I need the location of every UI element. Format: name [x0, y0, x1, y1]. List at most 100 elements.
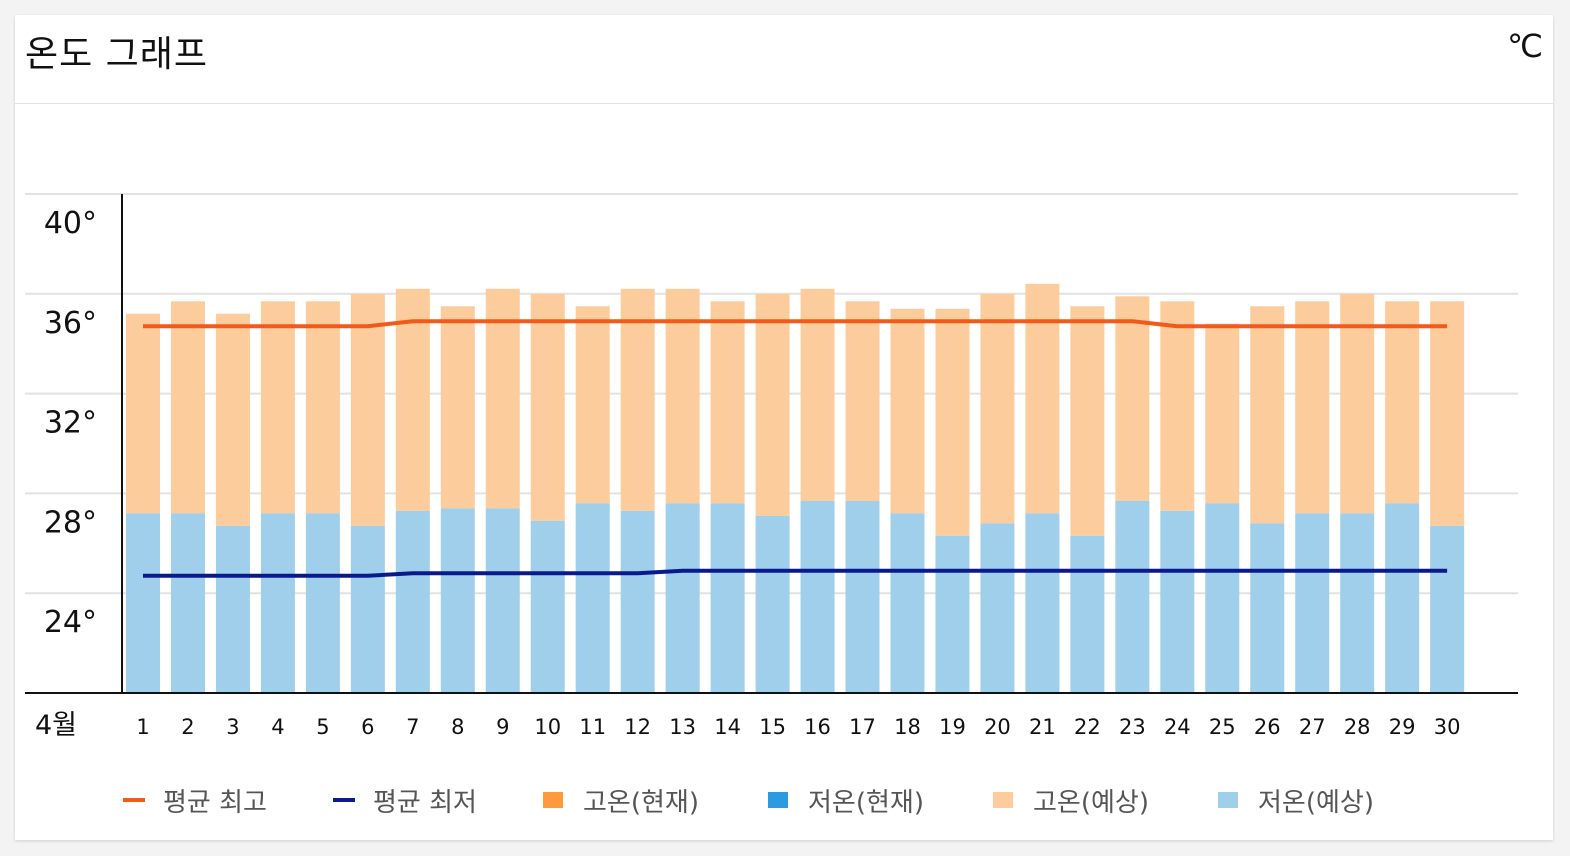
legend-line-swatch: [333, 798, 355, 802]
x-tick-label: 26: [1254, 715, 1281, 739]
axes: [25, 194, 1518, 694]
bar-high-forecast: [845, 301, 880, 501]
x-tick-label: 9: [496, 715, 509, 739]
legend-label: 평균 최저: [373, 787, 477, 818]
bar-low-forecast: [485, 508, 520, 693]
x-tick-label: 22: [1074, 715, 1101, 739]
bar-high-forecast: [890, 308, 925, 514]
y-tick-labels: 40° 36° 32° 28° 24°: [44, 206, 97, 640]
legend-item[interactable]: 저온(현재): [768, 775, 924, 825]
bar-low-forecast: [980, 523, 1015, 693]
x-tick-label: 25: [1209, 715, 1236, 739]
bar-low-forecast: [935, 535, 970, 693]
bar-high-forecast: [260, 301, 295, 514]
avg-low-line: [143, 568, 1448, 578]
x-tick-label: 5: [316, 715, 329, 739]
avg-high-line: [143, 319, 1448, 329]
legend-item[interactable]: 평균 최고: [123, 775, 267, 825]
unit-label: ℃: [1507, 27, 1543, 65]
x-tick-label: 11: [579, 715, 606, 739]
temperature-graph-card: 온도 그래프 ℃ 40° 36° 32° 28° 24° 4월 1 2 3 4 5 6 7 8 9 10 11…: [15, 15, 1553, 840]
bar-high-forecast: [1385, 301, 1420, 504]
bar-low-forecast: [260, 513, 295, 693]
bar-high-forecast: [800, 288, 835, 501]
bar-low-forecast: [1160, 510, 1195, 693]
x-tick-label: 10: [534, 715, 561, 739]
bar-low-forecast: [1385, 503, 1420, 693]
x-tick-label: 4: [271, 715, 284, 739]
bar-high-forecast: [755, 293, 790, 516]
bar-high-forecast: [440, 306, 475, 509]
legend-box-swatch: [768, 792, 788, 808]
legend-label: 저온(예상): [1258, 787, 1374, 818]
card-header: 온도 그래프 ℃: [15, 15, 1553, 104]
x-tick-label: 29: [1389, 715, 1416, 739]
bar-low-forecast: [1340, 513, 1375, 693]
bar-low-forecast: [845, 500, 880, 693]
legend-label: 고온(예상): [1033, 787, 1149, 818]
legend-box-swatch: [543, 792, 563, 808]
bar-high-forecast: [1025, 283, 1060, 514]
bar-low-forecast: [305, 513, 340, 693]
y-tick-label: 36°: [44, 306, 97, 341]
legend-line-swatch: [123, 798, 145, 802]
bar-low-forecast: [620, 510, 655, 693]
x-tick-label: 19: [939, 715, 966, 739]
y-tick-label: 40°: [44, 206, 97, 241]
x-tick-label: 24: [1164, 715, 1191, 739]
bars: [126, 283, 1465, 693]
bar-low-forecast: [170, 513, 205, 693]
x-axis-label: 4월: [35, 710, 77, 741]
bar-high-forecast: [1070, 306, 1105, 536]
legend-item[interactable]: 고온(예상): [993, 775, 1149, 825]
bar-high-forecast: [935, 308, 970, 536]
x-tick-labels: 4월 1 2 3 4 5 6 7 8 9 10 11 12 13 14 15 16 17 18 19 20 21 22 23 2…: [35, 710, 1460, 741]
x-tick-label: 8: [451, 715, 464, 739]
bar-high-forecast: [530, 293, 565, 521]
bar-high-forecast: [395, 288, 430, 511]
bar-low-forecast: [215, 525, 250, 693]
bar-low-forecast: [1250, 523, 1285, 693]
bar-low-forecast: [800, 500, 835, 693]
x-tick-label: 23: [1119, 715, 1146, 739]
legend-item[interactable]: 고온(현재): [543, 775, 699, 825]
x-tick-label: 7: [406, 715, 419, 739]
y-tick-label: 32°: [44, 406, 97, 441]
bar-high-forecast: [170, 301, 205, 514]
x-tick-label: 21: [1029, 715, 1056, 739]
x-tick-label: 27: [1299, 715, 1326, 739]
bar-high-forecast: [620, 288, 655, 511]
avg-lines: [143, 319, 1448, 578]
x-tick-label: 17: [849, 715, 876, 739]
bar-low-forecast: [1070, 535, 1105, 693]
legend-item[interactable]: 저온(예상): [1218, 775, 1374, 825]
legend-item[interactable]: 평균 최저: [333, 775, 477, 825]
bar-high-forecast: [215, 313, 250, 526]
bar-high-forecast: [350, 293, 385, 526]
bar-high-forecast: [1115, 296, 1150, 501]
bar-high-forecast: [710, 301, 745, 504]
x-tick-label: 30: [1434, 715, 1461, 739]
legend-box-swatch: [993, 792, 1013, 808]
legend-label: 평균 최고: [163, 787, 267, 818]
legend-label: 저온(현재): [808, 787, 924, 818]
bar-low-forecast: [350, 525, 385, 693]
x-tick-label: 18: [894, 715, 921, 739]
x-tick-label: 20: [984, 715, 1011, 739]
legend: 평균 최고 평균 최저 고온(현재) 저온(현재) 고온(예상) 저온(예상): [15, 775, 1553, 825]
bar-low-forecast: [575, 503, 610, 693]
bar-high-forecast: [1430, 301, 1465, 526]
bar-high-forecast: [305, 301, 340, 514]
temperature-chart: 40°36°32°28°24° 4월 1 2 3 4 5 6 7 8 9 10 11 12 13 14 15 1…: [25, 193, 1518, 741]
bar-low-forecast: [440, 508, 475, 693]
bar-high-forecast: [1205, 323, 1240, 504]
y-tick-label: 28°: [44, 505, 97, 540]
x-tick-label: 1: [136, 715, 149, 739]
bar-high-forecast: [1340, 293, 1375, 514]
bar-low-forecast: [755, 515, 790, 693]
legend-box-swatch: [1218, 792, 1238, 808]
page-title: 온도 그래프: [25, 34, 209, 75]
bar-high-forecast: [1160, 301, 1195, 511]
bar-high-forecast: [1295, 301, 1330, 514]
bar-high-forecast: [980, 293, 1015, 524]
